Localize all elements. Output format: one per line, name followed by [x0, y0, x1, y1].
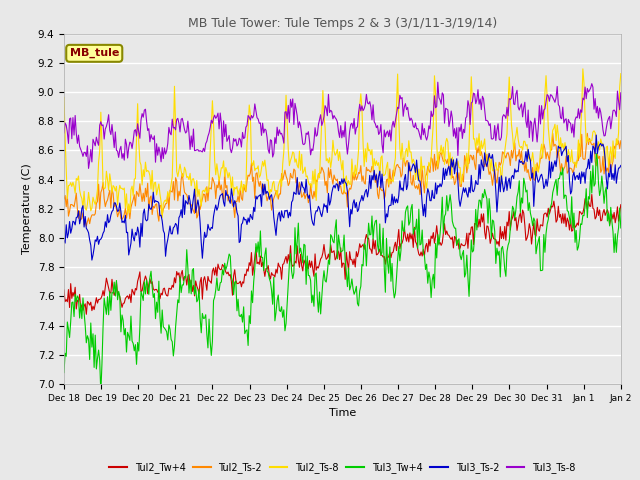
- Tul2_Ts-2: [617, 138, 625, 144]
- Line: Tul2_Ts-2: Tul2_Ts-2: [64, 133, 621, 226]
- Tul3_Ts-8: [434, 79, 442, 85]
- Tul2_Ts-2: [83, 223, 90, 229]
- Line: Tul2_Ts-8: Tul2_Ts-8: [64, 69, 621, 217]
- Tul2_Ts-8: [158, 215, 166, 220]
- Tul3_Tw+4: [518, 195, 525, 201]
- Tul2_Ts-8: [362, 159, 370, 165]
- Tul2_Ts-2: [518, 148, 525, 154]
- Tul3_Tw+4: [393, 275, 401, 280]
- Tul3_Ts-8: [329, 116, 337, 122]
- Tul2_Tw+4: [326, 257, 333, 263]
- Tul3_Tw+4: [362, 263, 370, 269]
- Tul2_Tw+4: [518, 219, 525, 225]
- Tul3_Tw+4: [326, 262, 333, 267]
- Tul2_Ts-2: [326, 175, 333, 180]
- Tul3_Ts-8: [84, 166, 92, 171]
- Tul3_Ts-8: [60, 130, 68, 136]
- Tul2_Ts-8: [329, 137, 337, 143]
- Tul3_Tw+4: [593, 151, 600, 156]
- Tul2_Ts-2: [329, 181, 337, 187]
- Tul3_Ts-2: [593, 132, 600, 138]
- Text: MB_tule: MB_tule: [70, 48, 119, 59]
- Tul3_Ts-8: [393, 110, 401, 116]
- Tul3_Ts-2: [518, 158, 525, 164]
- Tul2_Ts-8: [606, 152, 614, 157]
- Tul3_Ts-8: [326, 109, 333, 115]
- Tul2_Ts-8: [579, 66, 587, 72]
- Title: MB Tule Tower: Tule Temps 2 & 3 (3/1/11-3/19/14): MB Tule Tower: Tule Temps 2 & 3 (3/1/11-…: [188, 17, 497, 30]
- Tul2_Tw+4: [606, 222, 614, 228]
- Tul3_Ts-2: [329, 185, 337, 191]
- Tul2_Tw+4: [588, 192, 596, 197]
- Tul3_Tw+4: [606, 223, 614, 229]
- Tul3_Ts-8: [606, 114, 614, 120]
- Tul2_Tw+4: [83, 312, 90, 317]
- Tul3_Ts-8: [519, 114, 527, 120]
- Tul2_Ts-8: [60, 95, 68, 100]
- Tul3_Ts-2: [606, 174, 614, 180]
- Tul3_Ts-2: [362, 187, 370, 192]
- Tul2_Ts-2: [60, 196, 68, 202]
- Tul2_Tw+4: [393, 248, 401, 253]
- Line: Tul3_Tw+4: Tul3_Tw+4: [64, 154, 621, 393]
- Tul2_Ts-2: [584, 131, 591, 136]
- Legend: Tul2_Tw+4, Tul2_Ts-2, Tul2_Ts-8, Tul3_Tw+4, Tul3_Ts-2, Tul3_Ts-8: Tul2_Tw+4, Tul2_Ts-2, Tul2_Ts-8, Tul3_Tw…: [106, 458, 579, 477]
- Tul3_Tw+4: [329, 238, 337, 244]
- Tul2_Ts-8: [518, 144, 525, 149]
- Tul3_Ts-2: [393, 196, 401, 202]
- Tul2_Ts-2: [606, 153, 614, 159]
- Tul2_Ts-2: [362, 165, 370, 170]
- Y-axis label: Temperature (C): Temperature (C): [22, 163, 32, 254]
- Tul2_Ts-8: [326, 155, 333, 161]
- Tul2_Tw+4: [617, 202, 625, 207]
- Tul3_Ts-8: [362, 92, 370, 97]
- Line: Tul3_Ts-8: Tul3_Ts-8: [64, 82, 621, 168]
- Tul3_Ts-2: [60, 238, 68, 243]
- Tul2_Tw+4: [362, 232, 370, 238]
- Tul3_Ts-8: [617, 90, 625, 96]
- Tul3_Tw+4: [60, 370, 68, 375]
- Tul2_Tw+4: [60, 287, 68, 293]
- Tul2_Tw+4: [329, 249, 337, 255]
- Tul2_Ts-8: [393, 101, 401, 107]
- Tul2_Ts-8: [617, 71, 625, 76]
- Tul3_Ts-2: [88, 257, 96, 263]
- X-axis label: Time: Time: [329, 408, 356, 418]
- Tul2_Ts-2: [393, 162, 401, 168]
- Tul3_Tw+4: [617, 225, 625, 231]
- Tul3_Ts-2: [326, 202, 333, 208]
- Tul3_Tw+4: [97, 390, 105, 396]
- Line: Tul3_Ts-2: Tul3_Ts-2: [64, 135, 621, 260]
- Line: Tul2_Tw+4: Tul2_Tw+4: [64, 194, 621, 314]
- Tul3_Ts-2: [617, 163, 625, 168]
